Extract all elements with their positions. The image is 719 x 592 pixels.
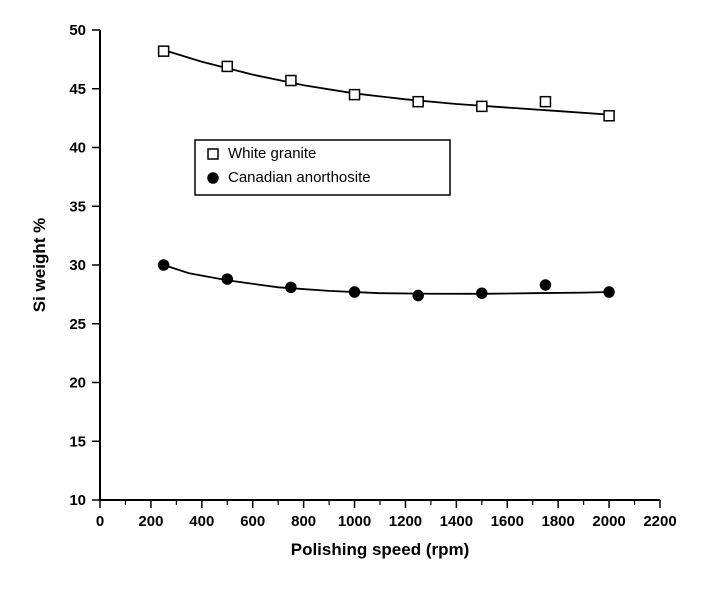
marker-white-granite [604,111,614,121]
x-tick-label: 1400 [440,513,473,530]
marker-canadian-anorthosite [604,287,614,297]
x-tick-label: 1200 [389,513,422,530]
y-tick-label: 10 [69,492,86,509]
marker-white-granite [286,76,296,86]
y-tick-label: 45 [69,81,86,98]
marker-canadian-anorthosite [286,282,296,292]
x-tick-label: 200 [138,513,163,530]
x-tick-label: 2200 [643,513,676,530]
marker-white-granite [477,101,487,111]
chart-svg: 0 200 400 600 800 1000 1200 1400 1600 1800 2000 220… [0,0,719,592]
legend-label-white-granite: White granite [228,145,316,162]
x-axis-label: Polishing speed (rpm) [291,540,470,559]
y-tick-label: 20 [69,375,86,392]
x-tick-label: 400 [189,513,214,530]
x-tick-label: 800 [291,513,316,530]
y-tick-label: 50 [69,22,86,39]
marker-white-granite [540,97,550,107]
x-tick-label: 0 [96,513,104,530]
marker-canadian-anorthosite [222,274,232,284]
y-tick-label: 35 [69,198,86,215]
y-tick-label: 40 [69,140,86,157]
x-tick-label: 2000 [592,513,625,530]
marker-canadian-anorthosite [413,291,423,301]
legend-label-canadian-anorthosite: Canadian anorthosite [228,169,371,186]
y-tick-label: 25 [69,316,86,333]
x-tick-label: 1600 [491,513,524,530]
legend-marker-white-granite [208,149,218,159]
x-tick-label: 1000 [338,513,371,530]
y-tick-label: 15 [69,433,86,450]
marker-canadian-anorthosite [159,260,169,270]
marker-canadian-anorthosite [477,288,487,298]
marker-white-granite [350,90,360,100]
legend-marker-canadian-anorthosite [208,173,218,183]
marker-white-granite [222,61,232,71]
marker-white-granite [413,97,423,107]
y-axis-label: Si weight % [30,218,49,312]
chart-container: 0 200 400 600 800 1000 1200 1400 1600 1800 2000 220… [0,0,719,592]
y-tick-label: 30 [69,257,86,274]
marker-canadian-anorthosite [350,287,360,297]
x-tick-label: 1800 [541,513,574,530]
x-tick-label: 600 [240,513,265,530]
marker-canadian-anorthosite [540,280,550,290]
marker-white-granite [159,46,169,56]
